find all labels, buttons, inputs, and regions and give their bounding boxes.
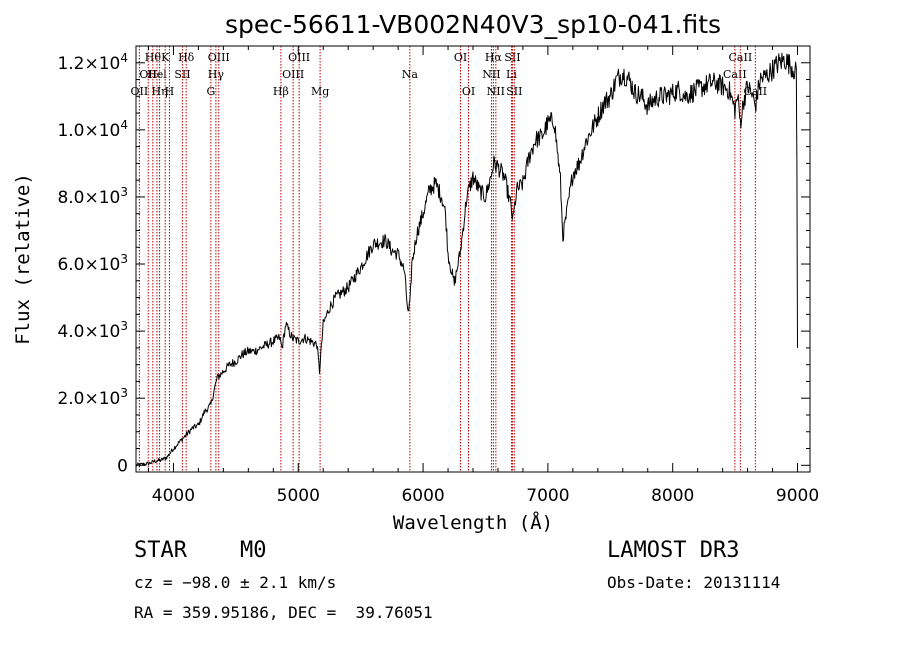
plot-frame (135, 45, 811, 473)
line-marker-label: OIII (208, 51, 230, 64)
y-axis: 02.0×1034.0×1036.0×1038.0×1031.0×1041.2×… (57, 51, 810, 476)
line-marker-label: Hα (485, 51, 503, 64)
line-marker-label: OI (462, 85, 475, 98)
line-marker-label: OII (131, 85, 149, 98)
y-tick-exponent: 3 (120, 319, 128, 333)
x-tick-label: 7000 (526, 486, 569, 506)
y-tick-exponent: 4 (120, 118, 128, 132)
y-tick-label: 6.0×103 (57, 252, 128, 275)
line-marker-label: Hγ (208, 68, 225, 81)
x-tick-label: 9000 (776, 486, 819, 506)
y-tick-exponent: 4 (120, 51, 128, 65)
object-class: STAR M0 (134, 538, 267, 563)
line-marker-label: CaII (743, 85, 767, 98)
y-tick-exponent: 3 (120, 185, 128, 199)
x-tick-label: 8000 (651, 486, 694, 506)
spectrum-layer (135, 52, 798, 467)
line-marker-label: G (206, 85, 215, 98)
line-marker-label: Hβ (273, 85, 289, 98)
y-tick-label: 1.0×104 (57, 118, 128, 141)
y-tick-exponent: 3 (120, 386, 128, 400)
line-marker-label: SII (506, 85, 522, 98)
redshift-text: cz = −98.0 ± 2.1 km/s (134, 573, 337, 592)
y-tick-label: 4.0×103 (57, 319, 128, 342)
line-marker-label: Li (506, 68, 517, 81)
chart-title: spec-56611-VB002N40V3_sp10-041.fits (225, 10, 721, 39)
coordinates: RA = 359.95186, DEC = 39.76051 (134, 603, 433, 622)
line-marker-label: CaII (729, 51, 753, 64)
y-tick-mantissa: 1.2×10 (57, 54, 120, 74)
y-tick-mantissa: 4.0×10 (57, 322, 120, 342)
y-tick-mantissa: 6.0×10 (57, 255, 120, 275)
survey-name: LAMOST DR3 (607, 538, 740, 563)
line-marker-label: Hη (151, 85, 167, 98)
line-marker-label: OIII (288, 51, 310, 64)
line-marker-label: Na (402, 68, 419, 81)
y-tick-mantissa: 8.0×10 (57, 188, 120, 208)
y-tick-label: 1.2×104 (57, 51, 128, 74)
y-axis-label: Flux (relative) (12, 173, 34, 345)
line-marker-label: OIII (282, 68, 304, 81)
x-tick-label: 4000 (152, 486, 195, 506)
line-marker-label: Hδ (178, 51, 195, 64)
x-axis: 4000 5000 6000 7000 8000 9000 (147, 46, 819, 506)
x-tick-label: 6000 (401, 486, 444, 506)
line-marker-label: Mg (311, 85, 329, 98)
line-marker-label: SII (504, 51, 520, 64)
y-tick-label: 0 (117, 456, 128, 476)
line-marker-label: K (161, 51, 170, 64)
line-marker-label: Hel (147, 68, 167, 81)
line-marker-label: CaII (723, 68, 747, 81)
spectrum-line (135, 52, 798, 467)
y-tick-exponent: 3 (120, 252, 128, 266)
y-tick-mantissa: 2.0×10 (57, 389, 120, 409)
y-tick-label: 2.0×103 (57, 386, 128, 409)
line-marker-label: SII (174, 68, 190, 81)
line-marker-label: H (165, 85, 175, 98)
line-marker-label: Hθ (145, 51, 162, 64)
line-marker-label: NII (482, 68, 500, 81)
line-marker-label: NII (487, 85, 505, 98)
y-tick-label: 8.0×103 (57, 185, 128, 208)
y-tick-mantissa: 0 (117, 456, 128, 476)
x-tick-label: 5000 (277, 486, 320, 506)
y-tick-mantissa: 1.0×10 (57, 121, 120, 141)
line-marker-label: OI (454, 51, 467, 64)
obs-date: Obs-Date: 20131114 (607, 573, 781, 592)
x-axis-label: Wavelength (Å) (393, 511, 553, 534)
